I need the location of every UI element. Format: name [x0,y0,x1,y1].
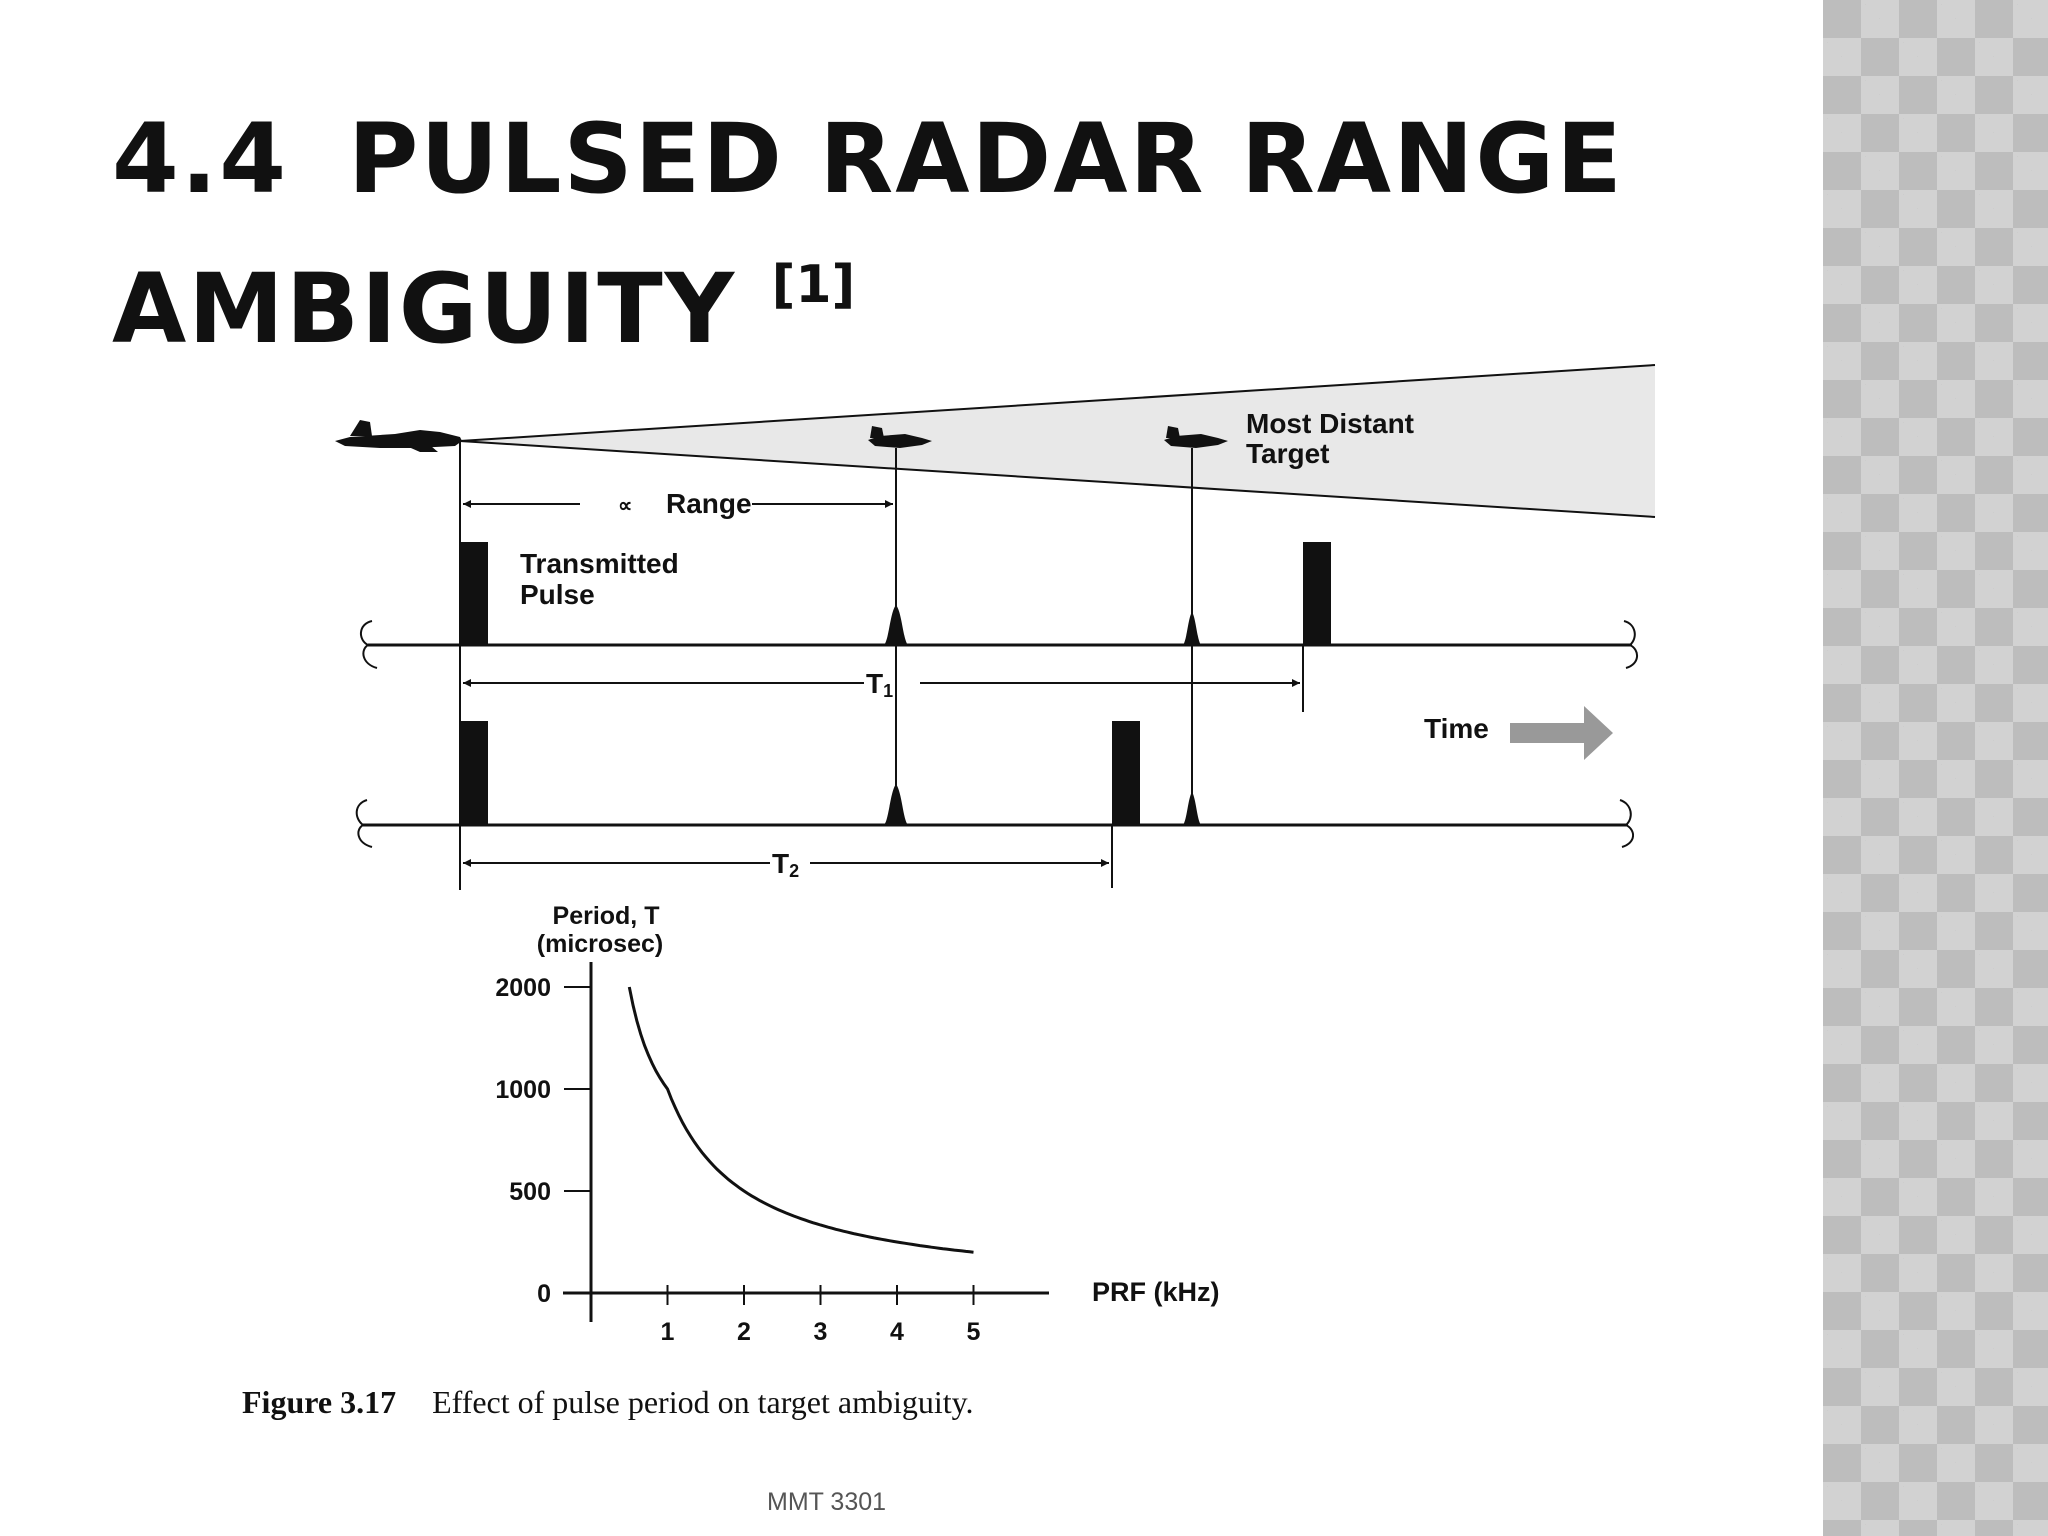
target-aircraft-icon-2 [1164,426,1228,448]
y-tick-label: 1000 [495,1076,551,1104]
y-tick-label: 500 [509,1178,551,1206]
x-tick-label: 1 [661,1318,675,1346]
chart-xlabel: PRF (kHz) [1092,1277,1220,1307]
title-number: 4.4 [112,103,289,215]
echo-pulse-1b [1183,612,1201,645]
slide-title: 4.4 Pulsed Radar Range Ambiguity [1] [112,96,1712,372]
transmitted-pulse-label-1: Transmitted [520,548,679,579]
figure-caption: Figure 3.17 Effect of pulse period on tar… [242,1384,974,1421]
echo-pulse-1a [884,605,908,645]
transmitted-pulse-1a [460,542,488,645]
x-tick-label: 2 [737,1318,751,1346]
transmitted-pulse-1b [1303,542,1331,645]
period-vs-prf-chart: Period, T (microsec) PRF (kHz) 1 2 3 4 5 0 50… [495,902,1219,1346]
echo-pulse-2a [884,784,908,825]
x-tick-label: 3 [814,1318,828,1346]
transmitted-pulse-2b [1112,721,1140,825]
transmitted-pulse-2a [460,721,488,825]
t1-label: T1 [866,668,893,701]
echo-pulse-2b [1183,792,1201,825]
footer-course-code: MMT 3301 [767,1488,887,1516]
beam-lower-edge [459,440,1656,518]
most-distant-label-1: Most Distant [1246,408,1414,439]
title-text: Pulsed Radar Range Ambiguity [112,103,1624,365]
range-label: Range [666,488,752,519]
transmitted-pulse-label-2: Pulse [520,579,595,610]
radar-aircraft-icon [335,420,462,452]
y-tick-label: 0 [537,1280,551,1308]
range-proportional-symbol: ∝ [618,495,632,517]
timeline-2-break-right [1619,799,1634,848]
x-tick-label: 5 [967,1318,981,1346]
time-label: Time [1424,713,1489,744]
period-curve [627,986,974,1254]
radar-beam [460,365,1655,517]
caption-number: Figure 3.17 [242,1384,397,1420]
most-distant-label-2: Target [1246,438,1330,469]
beam-upper-edge [459,364,1656,442]
caption-text: Effect of pulse period on target ambigui… [432,1384,974,1420]
target-aircraft-icon-1 [868,426,932,448]
timeline-1-break-right [1623,620,1638,669]
title-reference: [1] [771,255,856,315]
chart-ylabel-2: (microsec) [537,930,663,958]
chart-ylabel-1: Period, T [553,902,660,930]
radar-range-figure: Most Distant Target ∝ Range Transmitted … [335,364,1656,1346]
x-tick-label: 4 [890,1318,904,1346]
t2-label: T2 [772,848,799,881]
decorative-side-panel [1823,0,2048,1536]
y-tick-label: 2000 [495,974,551,1002]
time-arrow-icon [1510,706,1613,760]
